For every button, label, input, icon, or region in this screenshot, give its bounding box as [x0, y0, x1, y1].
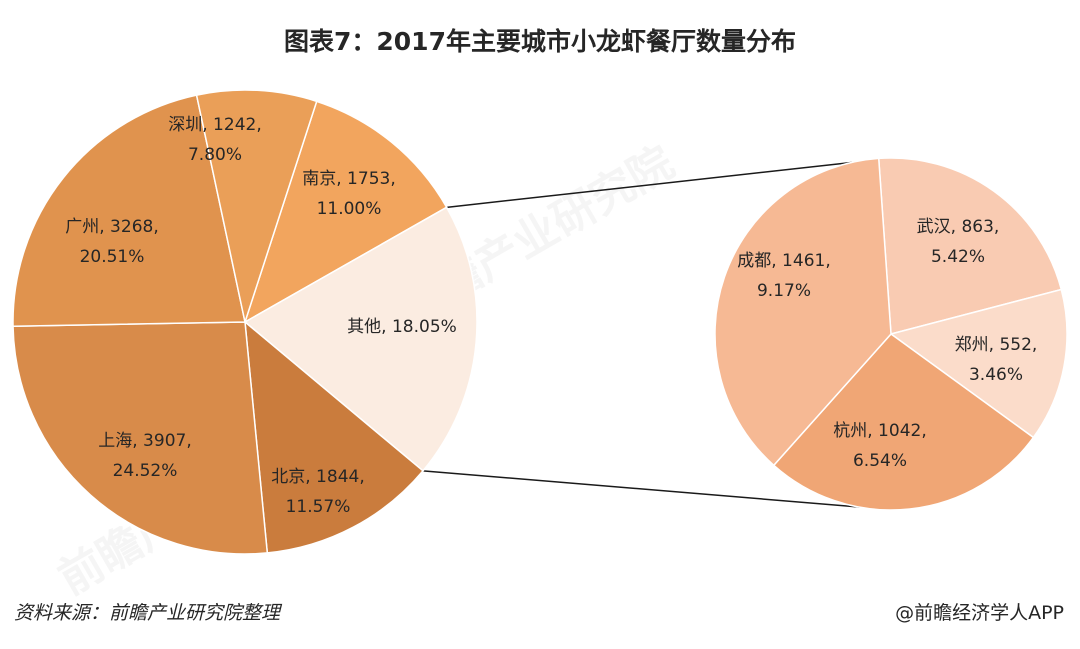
pie-main — [12, 89, 478, 555]
pie-slice-上海 — [12, 321, 269, 555]
data-label: 武汉, 863, 5.42% — [917, 217, 1000, 267]
data-label: 上海, 3907, 24.52% — [98, 431, 191, 481]
data-label: 北京, 1844, 11.57% — [271, 467, 364, 517]
pie-slice-郑州 — [889, 288, 1068, 439]
pie-slice-北京 — [244, 320, 425, 554]
connector-line-bottom — [422, 470, 884, 510]
chart-title: 图表7：2017年主要城市小龙虾餐厅数量分布 — [284, 27, 796, 56]
pie-secondary — [714, 157, 1068, 511]
pie-slice-武汉 — [877, 157, 1063, 335]
pie-slice-深圳 — [195, 89, 318, 325]
pie-slice-广州 — [12, 94, 246, 328]
data-label: 成都, 1461, 9.17% — [737, 251, 830, 301]
pie-slice-其他 — [243, 206, 478, 472]
pie-slice-成都 — [714, 157, 892, 467]
data-label: 郑州, 552, 3.46% — [955, 335, 1038, 385]
data-label: 杭州, 1042, 6.54% — [833, 421, 926, 471]
connector-line-top — [446, 158, 884, 209]
data-label: 广州, 3268, 20.51% — [65, 217, 158, 267]
source-note: 资料来源：前瞻产业研究院整理 — [14, 602, 281, 624]
pie-slice-杭州 — [772, 332, 1035, 511]
credit-note: @前瞻经济学人APP — [895, 602, 1064, 624]
pie-slice-南京 — [243, 100, 448, 324]
data-label: 深圳, 1242, 7.80% — [168, 115, 261, 165]
data-label: 南京, 1753, 11.00% — [302, 169, 395, 219]
data-label: 其他, 18.05% — [347, 317, 457, 337]
